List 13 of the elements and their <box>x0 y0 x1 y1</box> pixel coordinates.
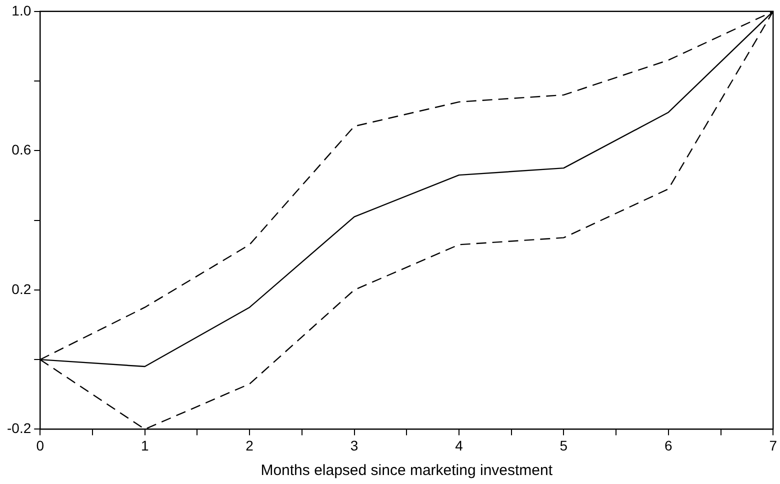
x-axis-title: Months elapsed since marketing investment <box>260 462 554 480</box>
x-tick-label: 5 <box>560 437 568 454</box>
x-tick-label: 2 <box>246 437 254 454</box>
x-tick-label: 0 <box>36 437 44 454</box>
y-tick-label: -0.2 <box>7 420 32 436</box>
x-tick-label: 1 <box>140 437 149 454</box>
x-tick-label: 7 <box>769 437 778 454</box>
y-tick-label: 0.2 <box>12 280 32 297</box>
x-tick-label: 3 <box>350 437 358 454</box>
y-tick-label: 1.0 <box>12 2 32 18</box>
y-tick-label: 0.6 <box>12 142 32 158</box>
x-tick-label: 6 <box>664 437 672 454</box>
x-tick-label: 4 <box>455 437 464 454</box>
